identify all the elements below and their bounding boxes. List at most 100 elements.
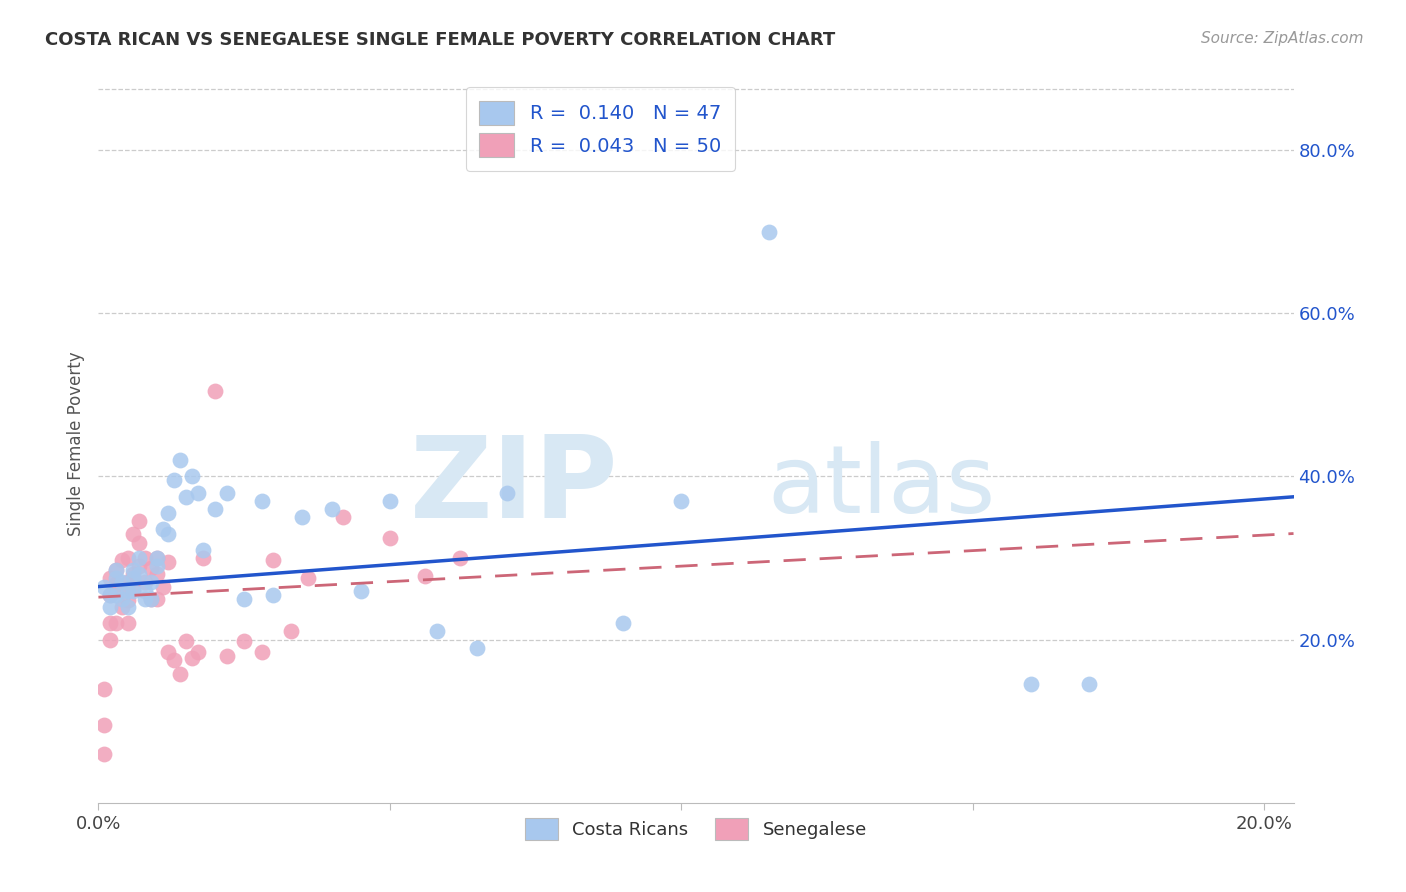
Point bbox=[111, 591, 134, 606]
Point bbox=[291, 510, 314, 524]
Point bbox=[413, 569, 436, 583]
Point bbox=[117, 551, 139, 566]
Point bbox=[262, 552, 284, 566]
Point bbox=[758, 225, 780, 239]
Point bbox=[350, 583, 373, 598]
Point bbox=[134, 575, 156, 590]
Point bbox=[215, 485, 238, 500]
Point bbox=[139, 591, 162, 606]
Point bbox=[169, 453, 191, 467]
Point bbox=[104, 563, 127, 577]
Point bbox=[163, 474, 186, 488]
Point bbox=[98, 632, 121, 647]
Point bbox=[104, 563, 127, 577]
Point bbox=[128, 514, 150, 528]
Point bbox=[174, 634, 197, 648]
Point bbox=[262, 588, 284, 602]
Point bbox=[321, 502, 343, 516]
Point bbox=[111, 552, 134, 566]
Point bbox=[1078, 677, 1101, 691]
Point bbox=[671, 494, 693, 508]
Point bbox=[233, 634, 256, 648]
Point bbox=[297, 571, 319, 585]
Point bbox=[139, 561, 162, 575]
Point bbox=[145, 551, 167, 566]
Point bbox=[215, 648, 238, 663]
Point bbox=[467, 640, 489, 655]
Point bbox=[280, 624, 302, 639]
Y-axis label: Single Female Poverty: Single Female Poverty bbox=[66, 351, 84, 536]
Point bbox=[139, 575, 162, 590]
Point bbox=[111, 575, 134, 590]
Point bbox=[180, 650, 202, 665]
Point bbox=[122, 583, 145, 598]
Point bbox=[98, 571, 121, 585]
Point bbox=[250, 645, 273, 659]
Point bbox=[98, 616, 121, 631]
Point bbox=[93, 718, 115, 732]
Point bbox=[449, 551, 471, 566]
Point bbox=[111, 599, 134, 614]
Point bbox=[169, 666, 191, 681]
Point bbox=[128, 559, 150, 574]
Point bbox=[186, 645, 208, 659]
Point bbox=[157, 645, 180, 659]
Point bbox=[117, 616, 139, 631]
Point bbox=[122, 582, 145, 596]
Point bbox=[193, 551, 215, 566]
Point bbox=[332, 510, 354, 524]
Point bbox=[117, 599, 139, 614]
Point bbox=[111, 582, 134, 596]
Point bbox=[180, 469, 202, 483]
Point bbox=[145, 591, 167, 606]
Text: ZIP: ZIP bbox=[409, 432, 619, 542]
Text: Source: ZipAtlas.com: Source: ZipAtlas.com bbox=[1201, 31, 1364, 46]
Point bbox=[378, 494, 401, 508]
Point bbox=[193, 542, 215, 557]
Point bbox=[250, 494, 273, 508]
Point bbox=[157, 555, 180, 569]
Point bbox=[163, 653, 186, 667]
Point bbox=[93, 747, 115, 761]
Point bbox=[128, 567, 150, 582]
Point bbox=[104, 577, 127, 591]
Point bbox=[145, 567, 167, 582]
Point bbox=[98, 599, 121, 614]
Point bbox=[122, 563, 145, 577]
Point bbox=[134, 591, 156, 606]
Point bbox=[104, 616, 127, 631]
Point bbox=[98, 588, 121, 602]
Point bbox=[204, 502, 226, 516]
Point bbox=[378, 531, 401, 545]
Point bbox=[157, 506, 180, 520]
Point bbox=[93, 681, 115, 696]
Point bbox=[128, 551, 150, 566]
Point bbox=[134, 583, 156, 598]
Point bbox=[117, 575, 139, 590]
Point bbox=[122, 571, 145, 585]
Point bbox=[122, 526, 145, 541]
Point bbox=[122, 567, 145, 582]
Point bbox=[612, 616, 634, 631]
Point bbox=[495, 485, 517, 500]
Point bbox=[186, 485, 208, 500]
Point bbox=[157, 526, 180, 541]
Point bbox=[145, 551, 167, 566]
Point bbox=[134, 551, 156, 566]
Point bbox=[139, 591, 162, 606]
Point bbox=[145, 559, 167, 574]
Point bbox=[117, 593, 139, 607]
Point bbox=[174, 490, 197, 504]
Point bbox=[98, 588, 121, 602]
Point bbox=[152, 523, 174, 537]
Legend: Costa Ricans, Senegalese: Costa Ricans, Senegalese bbox=[517, 811, 875, 847]
Point bbox=[233, 591, 256, 606]
Point bbox=[204, 384, 226, 398]
Point bbox=[152, 580, 174, 594]
Point bbox=[117, 583, 139, 598]
Point bbox=[128, 536, 150, 550]
Point bbox=[104, 571, 127, 585]
Point bbox=[1019, 677, 1042, 691]
Point bbox=[425, 624, 447, 639]
Point bbox=[104, 588, 127, 602]
